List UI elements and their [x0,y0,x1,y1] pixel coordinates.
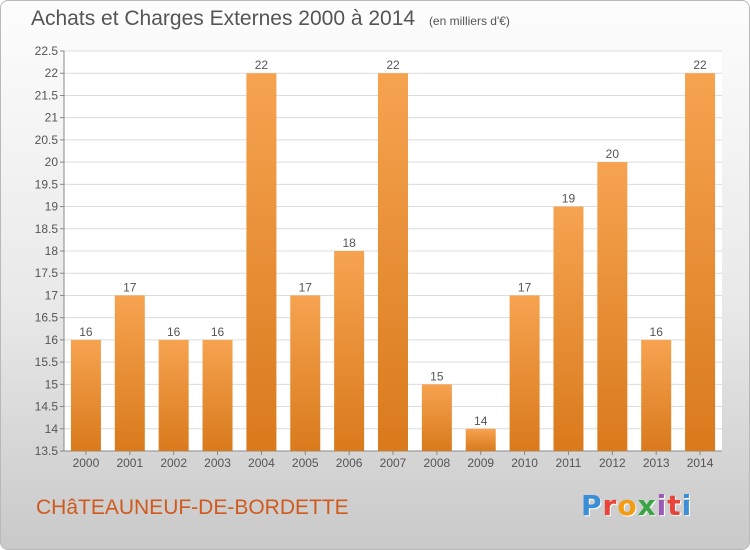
y-tick-label: 18.5 [35,222,59,236]
y-tick-label: 16.5 [35,311,59,325]
logo-letter: i [656,489,668,522]
y-tick-label: 20 [45,155,59,169]
y-tick-label: 14.5 [35,400,59,414]
bar-value-label: 16 [79,325,93,339]
bar-value-label: 16 [650,325,664,339]
bar-value-label: 15 [430,369,444,383]
x-tick-label: 2006 [336,456,363,470]
x-tick-label: 2013 [643,456,670,470]
logo-letter: o [617,489,638,522]
bar-value-label: 19 [562,192,576,206]
location-label: CHâTEAUNEUF-DE-BORDETTE [36,496,349,519]
x-tick-label: 2012 [599,456,626,470]
bar-value-label: 22 [255,58,269,72]
bar [378,73,408,451]
y-tick-label: 17.5 [35,266,59,280]
bar [334,251,365,451]
y-tick-label: 22.5 [35,44,59,58]
y-tick-label: 17 [45,288,59,302]
chart-title-text: Achats et Charges Externes 2000 à 2014 [31,7,416,30]
bar [553,206,584,451]
x-tick-label: 2003 [204,456,231,470]
bar-value-label: 22 [693,58,707,72]
y-tick-label: 18 [45,244,59,258]
logo-letter: i [681,489,693,522]
bar [597,162,628,451]
bar [465,428,496,451]
x-tick-label: 2008 [424,456,451,470]
x-tick-label: 2014 [687,456,714,470]
chart-title: Achats et Charges Externes 2000 à 2014 (… [31,7,510,31]
chart-subtitle: (en milliers d'€) [428,14,510,28]
bar [202,339,233,451]
bar [290,295,321,451]
y-tick-label: 19.5 [35,177,59,191]
bar [158,339,189,451]
y-tick-label: 22 [45,66,59,80]
x-tick-label: 2010 [511,456,538,470]
x-tick-label: 2007 [380,456,407,470]
x-tick-label: 2000 [73,456,100,470]
bar [685,73,716,451]
bar [509,295,540,451]
bar [70,339,101,451]
bar-value-label: 16 [211,325,225,339]
y-tick-label: 15.5 [35,355,59,369]
y-tick-label: 15 [45,377,59,391]
bar [641,339,672,451]
x-tick-label: 2002 [160,456,187,470]
logo-letter: x [637,489,657,522]
y-tick-label: 21.5 [35,88,59,102]
proxiti-logo: Proxiti [581,489,692,522]
x-tick-label: 2004 [248,456,275,470]
x-tick-label: 2001 [116,456,143,470]
y-tick-label: 14 [45,422,59,436]
bar [421,384,452,451]
bar [114,295,145,451]
logo-letter: r [602,489,618,522]
bar-value-label: 22 [386,58,400,72]
y-tick-label: 13.5 [35,444,59,458]
y-tick-label: 20.5 [35,133,59,147]
y-tick-label: 16 [45,333,59,347]
y-tick-label: 19 [45,200,59,214]
bar-value-label: 17 [299,280,313,294]
bar-value-label: 17 [518,280,532,294]
y-tick-label: 21 [45,111,59,125]
bar-value-label: 14 [474,414,488,428]
x-tick-label: 2005 [292,456,319,470]
x-tick-label: 2009 [467,456,494,470]
logo-letter: P [581,489,603,522]
x-tick-label: 2011 [556,456,582,470]
logo-letter: t [667,489,682,522]
bar-value-label: 20 [606,147,620,161]
bar-value-label: 16 [167,325,181,339]
bar [246,73,277,451]
bar-value-label: 17 [123,280,137,294]
bar-value-label: 18 [342,236,356,250]
